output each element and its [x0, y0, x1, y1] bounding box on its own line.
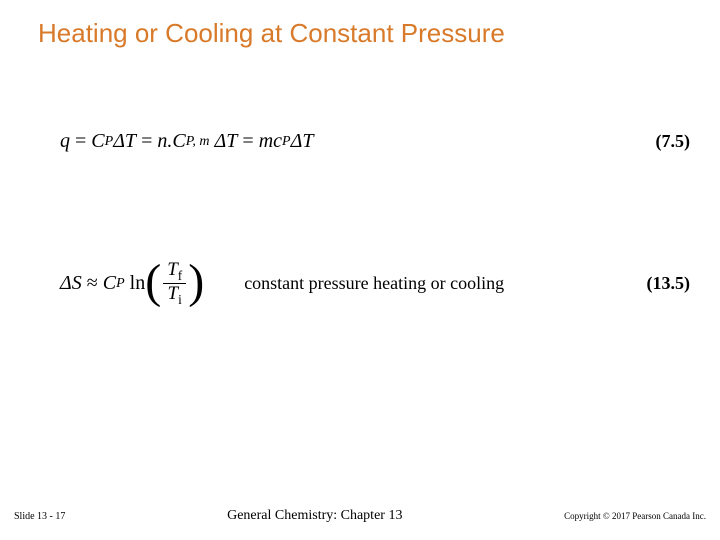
eq2-approx: ≈ [87, 272, 98, 295]
eq1-cp: c [273, 130, 282, 153]
eq1-eq3: = [242, 130, 253, 153]
eq1-dT1: ΔT [113, 130, 136, 153]
eq1-n: n. [157, 130, 172, 153]
eq1-dT2: ΔT [215, 130, 238, 153]
eq1-Cpm-sub: P, m [186, 134, 210, 150]
eq1-Cp: C [91, 130, 104, 153]
eq2-Cp-sub: P [116, 276, 125, 292]
eq2-num: Tf [163, 260, 186, 284]
equation-1-formula: q = CP ΔT = n. CP, m ΔT = m cP ΔT [60, 130, 313, 153]
slide-number: Slide 13 - 17 [14, 511, 65, 522]
eq1-m: m [259, 130, 273, 153]
footer-center: General Chemistry: Chapter 13 [227, 508, 402, 524]
equation-2-caption: constant pressure heating or cooling [244, 273, 504, 294]
eq1-eq2: = [141, 130, 152, 153]
eq2-Tf-sub: f [178, 268, 182, 283]
eq2-Ti: T [168, 283, 179, 304]
equation-2-formula: ΔS ≈ CP ln ( Tf Ti ) [60, 260, 204, 308]
eq1-dT3: ΔT [291, 130, 314, 153]
eq1-q: q [60, 130, 70, 153]
eq2-Tf: T [167, 259, 178, 280]
equation-2-row: ΔS ≈ CP ln ( Tf Ti ) constant pressure h… [0, 260, 720, 308]
eq2-Ti-sub: i [178, 292, 182, 307]
eq2-den: Ti [164, 284, 186, 307]
equation-2-number: (13.5) [647, 273, 691, 294]
footer: Slide 13 - 17 General Chemistry: Chapter… [0, 508, 720, 524]
eq2-ln: ln [130, 272, 146, 295]
equation-1-number: (7.5) [656, 131, 691, 152]
eq1-cp-sub: P [282, 134, 291, 150]
eq1-eq1: = [75, 130, 86, 153]
copyright: Copyright © 2017 Pearson Canada Inc. [564, 511, 706, 521]
eq2-frac: Tf Ti [163, 260, 186, 308]
eq1-Cp-sub: P [105, 134, 114, 150]
slide-title: Heating or Cooling at Constant Pressure [38, 18, 505, 49]
eq2-dS: ΔS [60, 272, 82, 295]
eq2-Cp: C [103, 272, 116, 295]
equation-1-row: q = CP ΔT = n. CP, m ΔT = m cP ΔT (7.5) [0, 130, 720, 153]
eq1-Cpm: C [172, 130, 185, 153]
